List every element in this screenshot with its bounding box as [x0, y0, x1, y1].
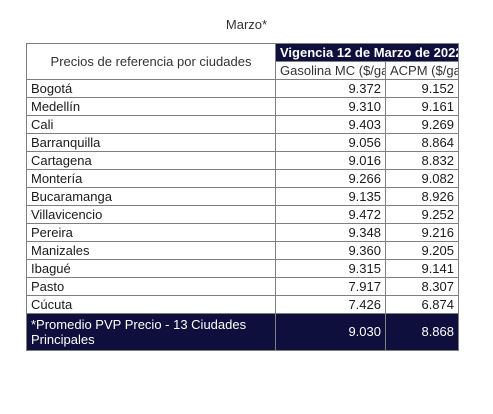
city-cell: Villavicencio — [26, 205, 276, 224]
acpm-price-cell: 9.252 — [384, 205, 460, 224]
city-cell: Barranquilla — [26, 133, 276, 152]
gasolina-price-cell: 9.266 — [275, 169, 386, 188]
total-acpm-cell: 8.868 — [384, 313, 460, 351]
acpm-price-cell: 9.269 — [384, 115, 460, 134]
acpm-price-cell: 9.205 — [384, 241, 460, 260]
vigencia-header: Vigencia 12 de Marzo de 2022 — [274, 43, 460, 62]
city-cell: Cali — [26, 115, 276, 134]
city-cell: Pereira — [26, 223, 276, 242]
table-row: Manizales 9.360 9.205 — [26, 241, 460, 260]
table-row: Villavicencio 9.472 9.252 — [26, 205, 460, 224]
table-row: Cúcuta 7.426 6.874 — [26, 295, 460, 314]
acpm-price-cell: 9.082 — [384, 169, 460, 188]
acpm-price-cell: 8.864 — [384, 133, 460, 152]
city-cell: Pasto — [26, 277, 276, 296]
table-row: Cali 9.403 9.269 — [26, 115, 460, 134]
table-row: Pasto 7.917 8.307 — [26, 277, 460, 296]
table-row: Medellín 9.310 9.161 — [26, 97, 460, 116]
city-cell: Cúcuta — [26, 295, 276, 314]
gasolina-price-cell: 9.403 — [275, 115, 386, 134]
gasolina-price-cell: 7.917 — [275, 277, 386, 296]
acpm-price-cell: 9.161 — [384, 97, 460, 116]
acpm-price-cell: 8.307 — [384, 277, 460, 296]
acpm-price-cell: 9.152 — [384, 79, 460, 98]
city-cell: Cartagena — [26, 151, 276, 170]
city-cell: Montería — [26, 169, 276, 188]
gasolina-price-cell: 9.472 — [275, 205, 386, 224]
acpm-price-cell: 6.874 — [384, 295, 460, 314]
header-label: Precios de referencia por ciudades — [26, 43, 276, 80]
table-row: Montería 9.266 9.082 — [26, 169, 460, 188]
acpm-price-cell: 9.216 — [384, 223, 460, 242]
table-row: Barranquilla 9.056 8.864 — [26, 133, 460, 152]
acpm-price-cell: 8.926 — [384, 187, 460, 206]
gasolina-price-cell: 9.310 — [275, 97, 386, 116]
gasolina-price-cell: 9.016 — [275, 151, 386, 170]
table-row: Bogotá 9.372 9.152 — [26, 79, 460, 98]
table-row: Cartagena 9.016 8.832 — [26, 151, 460, 170]
gasolina-price-cell: 9.348 — [275, 223, 386, 242]
city-cell: Ibagué — [26, 259, 276, 278]
acpm-price-cell: 8.832 — [384, 151, 460, 170]
gasolina-price-cell: 9.056 — [275, 133, 386, 152]
city-cell: Medellín — [26, 97, 276, 116]
total-row: *Promedio PVP Precio - 13 Ciudades Princ… — [26, 313, 460, 351]
gasolina-price-cell: 7.426 — [275, 295, 386, 314]
city-cell: Manizales — [26, 241, 276, 260]
acpm-column-header: ACPM ($/gal) — [384, 61, 460, 80]
table-row: Ibagué 9.315 9.141 — [26, 259, 460, 278]
gasolina-price-cell: 9.135 — [275, 187, 386, 206]
prices-table: Precios de referencia por ciudades Vigen… — [26, 43, 460, 351]
total-label: *Promedio PVP Precio - 13 Ciudades Princ… — [26, 313, 276, 351]
city-cell: Bucaramanga — [26, 187, 276, 206]
gasolina-column-header: Gasolina MC ($/gal) — [275, 61, 386, 80]
header-row-1: Precios de referencia por ciudades Vigen… — [26, 43, 460, 80]
city-cell: Bogotá — [26, 79, 276, 98]
total-gasolina-cell: 9.030 — [275, 313, 386, 351]
gasolina-price-cell: 9.360 — [275, 241, 386, 260]
gasolina-price-cell: 9.372 — [275, 79, 386, 98]
acpm-price-cell: 9.141 — [384, 259, 460, 278]
table-row: Pereira 9.348 9.216 — [26, 223, 460, 242]
table-caption: Marzo* — [225, 17, 268, 32]
table-row: Bucaramanga 9.135 8.926 — [26, 187, 460, 206]
gasolina-price-cell: 9.315 — [275, 259, 386, 278]
